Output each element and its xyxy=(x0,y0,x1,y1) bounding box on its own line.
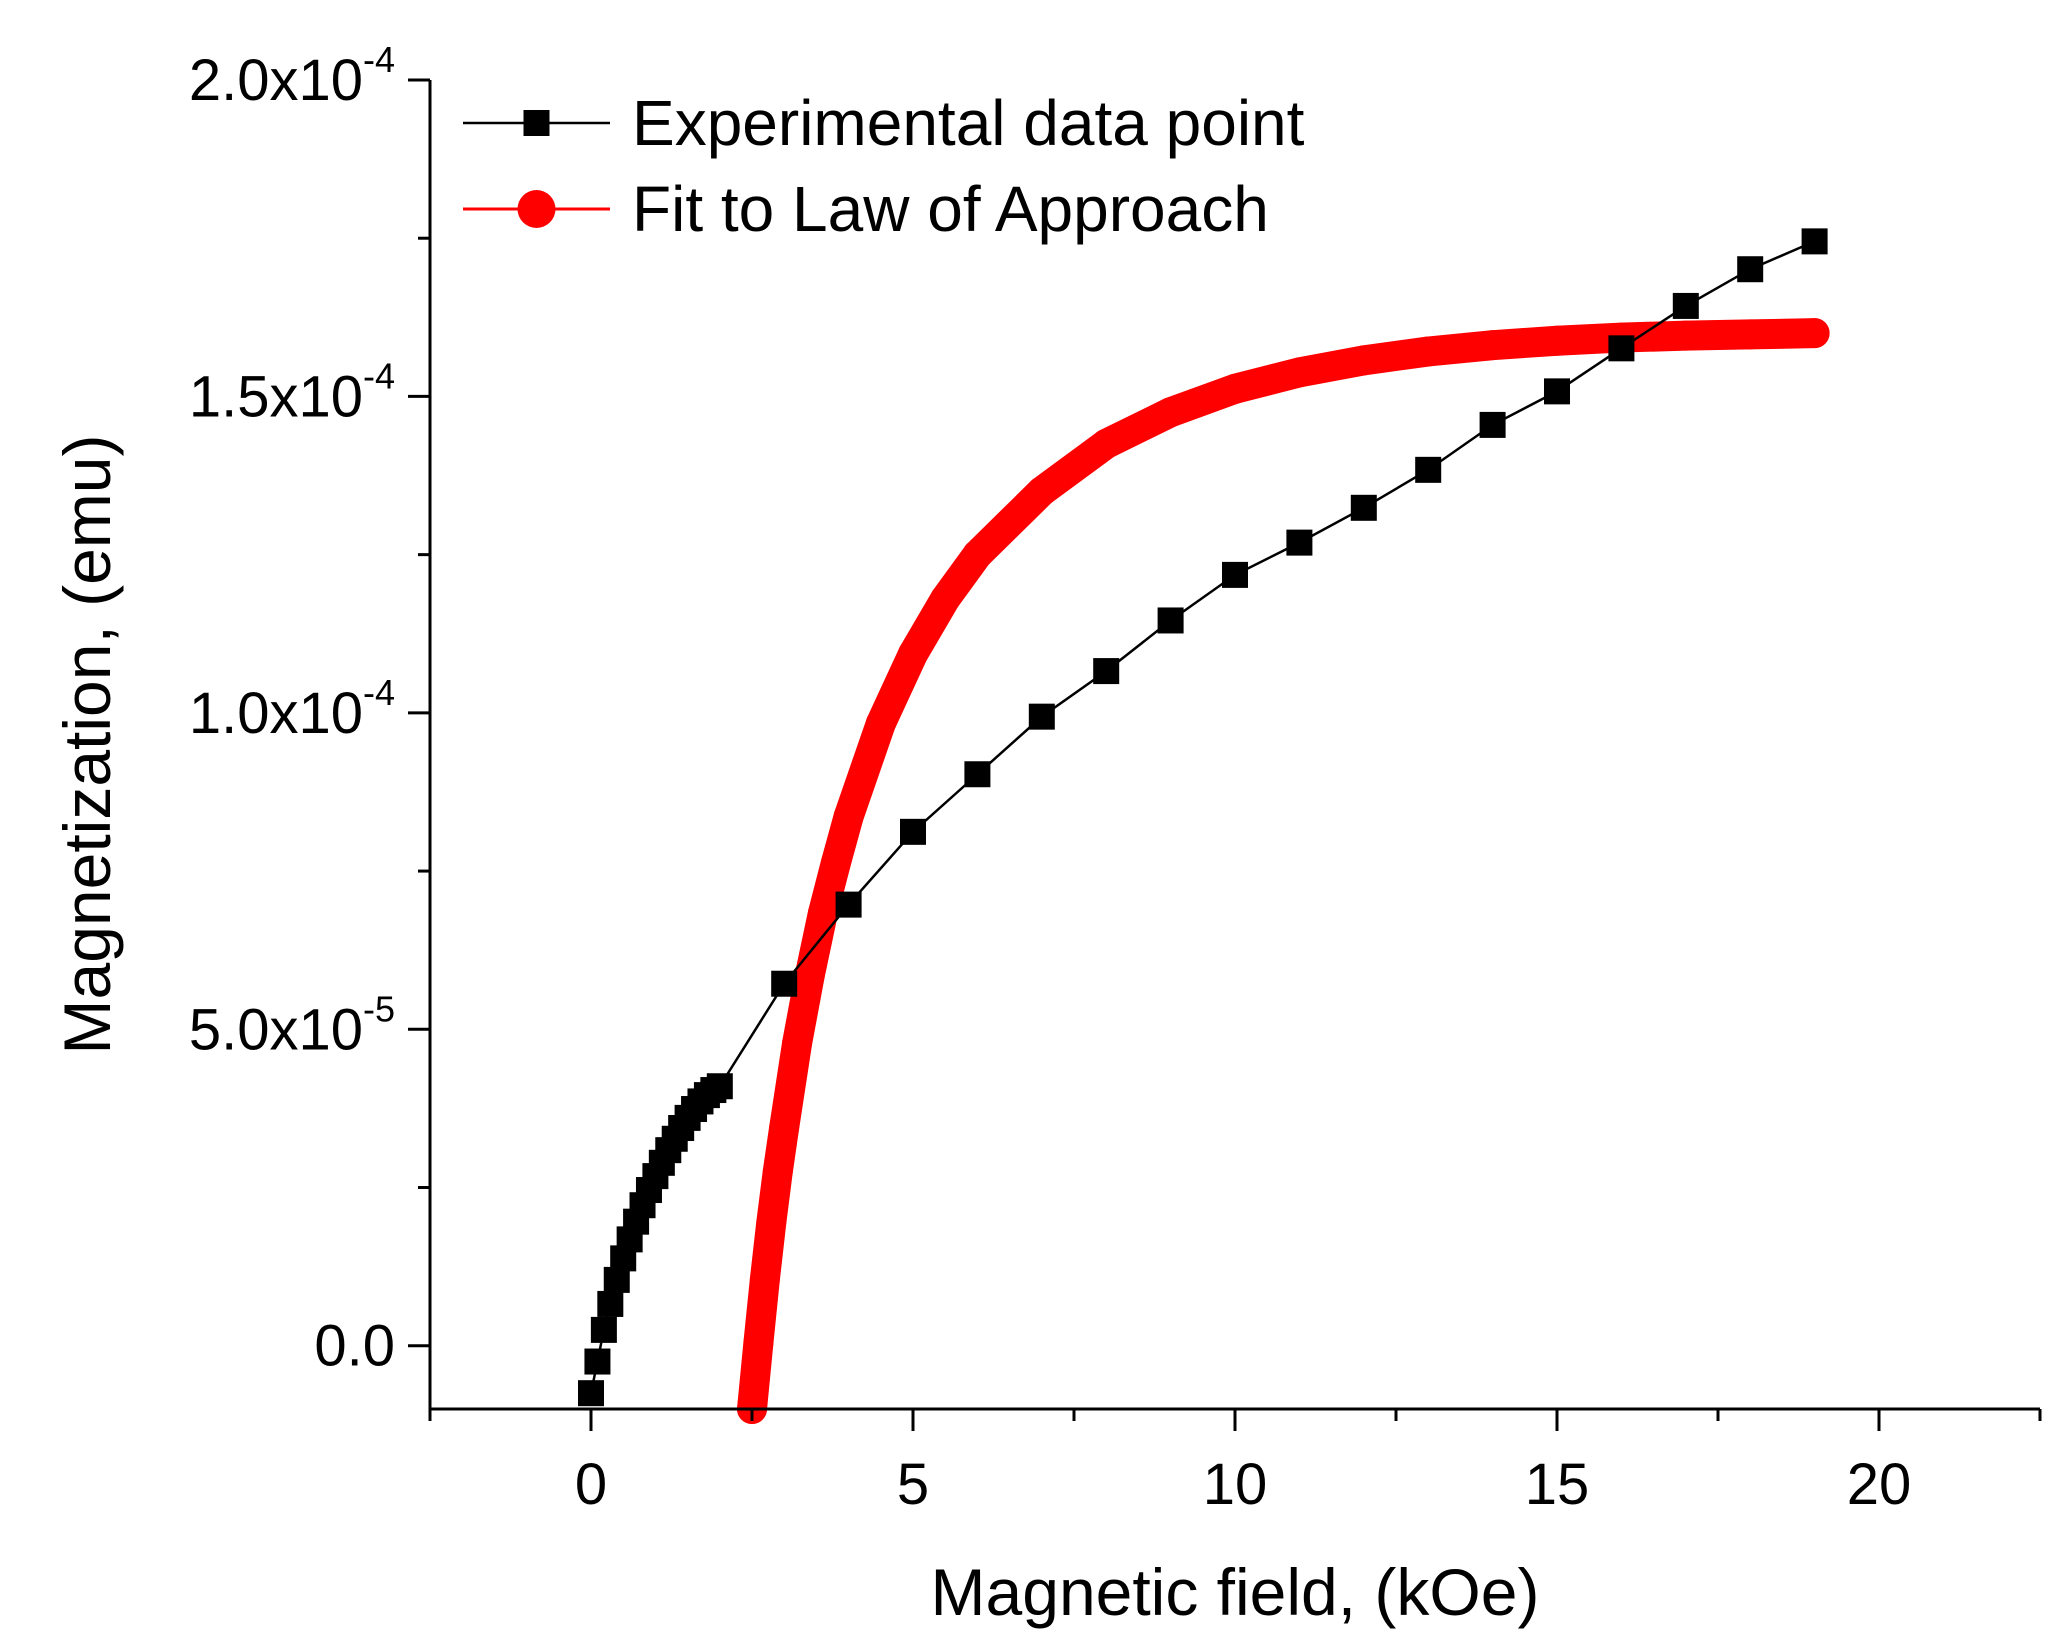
experimental-point xyxy=(1801,228,1828,255)
x-tick-label: 5 xyxy=(897,1452,929,1517)
experimental-point xyxy=(584,1348,611,1375)
experimental-point xyxy=(578,1380,604,1407)
fit-point xyxy=(1670,320,1701,351)
y-tick-mantissa: 5.0x10 xyxy=(189,997,363,1062)
legend-marker-circle-icon xyxy=(517,190,556,228)
y-tick-label: 2.0x10-4 xyxy=(189,39,395,113)
x-tick-label: 15 xyxy=(1525,1452,1590,1517)
y-tick-exponent: -5 xyxy=(363,988,395,1029)
axes: 0 5 10 15 200.05.0x10-51.0x10-41.5x10-42.0x1… xyxy=(50,39,2042,1629)
fit-point xyxy=(1155,397,1186,428)
fit-point xyxy=(769,1112,800,1143)
fit-point xyxy=(1413,336,1444,367)
experimental-point xyxy=(1222,561,1248,588)
experimental-point xyxy=(1479,411,1506,438)
x-tick-label: 10 xyxy=(1203,1452,1268,1517)
fit-point xyxy=(807,898,838,929)
fit-point xyxy=(1799,318,1830,349)
x-tick-label: 20 xyxy=(1847,1452,1912,1517)
fit-point xyxy=(1735,319,1766,350)
y-tick-label: 0.0 xyxy=(314,1314,395,1379)
y-tick-exponent: -4 xyxy=(363,355,395,396)
y-tick-mantissa: 1.0x10 xyxy=(189,681,363,746)
plot-area xyxy=(578,228,1830,1424)
legend-marker-square-icon xyxy=(523,110,550,136)
y-axis-title: Magnetization, (emu) xyxy=(50,435,124,1055)
legend: Experimental data point Fit to Law of App… xyxy=(463,87,1305,245)
fit-point xyxy=(962,539,993,570)
x-axis-title: Magnetic field, (kOe) xyxy=(931,1555,1540,1629)
experimental-point xyxy=(964,761,991,788)
y-tick-mantissa: 1.5x10 xyxy=(189,364,363,429)
fit-point xyxy=(833,801,864,832)
fit-point xyxy=(1220,373,1250,404)
y-tick-mantissa: 2.0x10 xyxy=(189,48,363,113)
experimental-point xyxy=(1093,658,1120,685)
experimental-point xyxy=(835,891,862,918)
fit-point xyxy=(749,1264,780,1295)
fit-point xyxy=(1284,357,1315,388)
y-tick-label: 1.5x10-4 xyxy=(189,355,395,429)
fit-point xyxy=(794,959,825,990)
experimental-point xyxy=(1608,335,1635,362)
fit-point xyxy=(782,1028,813,1059)
fit-point xyxy=(930,583,961,614)
fit-point xyxy=(1091,428,1122,459)
y-tick-exponent: -4 xyxy=(363,672,395,713)
experimental-point xyxy=(1157,607,1184,634)
fit-point xyxy=(820,848,851,879)
experimental-point xyxy=(1737,256,1764,283)
fit-point xyxy=(1348,345,1379,376)
y-tick-label: 1.0x10-4 xyxy=(189,672,395,746)
y-tick-exponent: -4 xyxy=(363,39,395,80)
fit-curve-line xyxy=(737,318,1830,1424)
y-tick-mantissa: 0.0 xyxy=(314,1314,395,1379)
fit-point xyxy=(1542,325,1572,356)
experimental-point xyxy=(597,1290,624,1317)
legend-label-fit: Fit to Law of Approach xyxy=(632,173,1269,245)
experimental-point xyxy=(1350,494,1377,521)
x-tick-label: 0 xyxy=(575,1452,607,1517)
fit-point xyxy=(1026,476,1057,507)
experimental-point xyxy=(1544,378,1570,405)
fit-point xyxy=(756,1207,787,1238)
experimental-point xyxy=(590,1316,617,1343)
legend-label-experimental: Experimental data point xyxy=(632,87,1305,159)
y-tick-label: 5.0x10-5 xyxy=(189,988,395,1062)
experimental-point xyxy=(1028,703,1055,730)
experimental-point xyxy=(1286,529,1313,556)
experimental-point xyxy=(771,970,798,997)
experimental-point xyxy=(900,818,926,845)
fit-point xyxy=(762,1156,793,1187)
fit-point xyxy=(1477,330,1508,361)
fit-point xyxy=(743,1327,774,1358)
experimental-point xyxy=(1415,456,1442,483)
experimental-point xyxy=(1672,292,1699,319)
experimental-point xyxy=(706,1073,733,1100)
fit-point xyxy=(865,708,896,739)
fit-point xyxy=(898,639,928,670)
